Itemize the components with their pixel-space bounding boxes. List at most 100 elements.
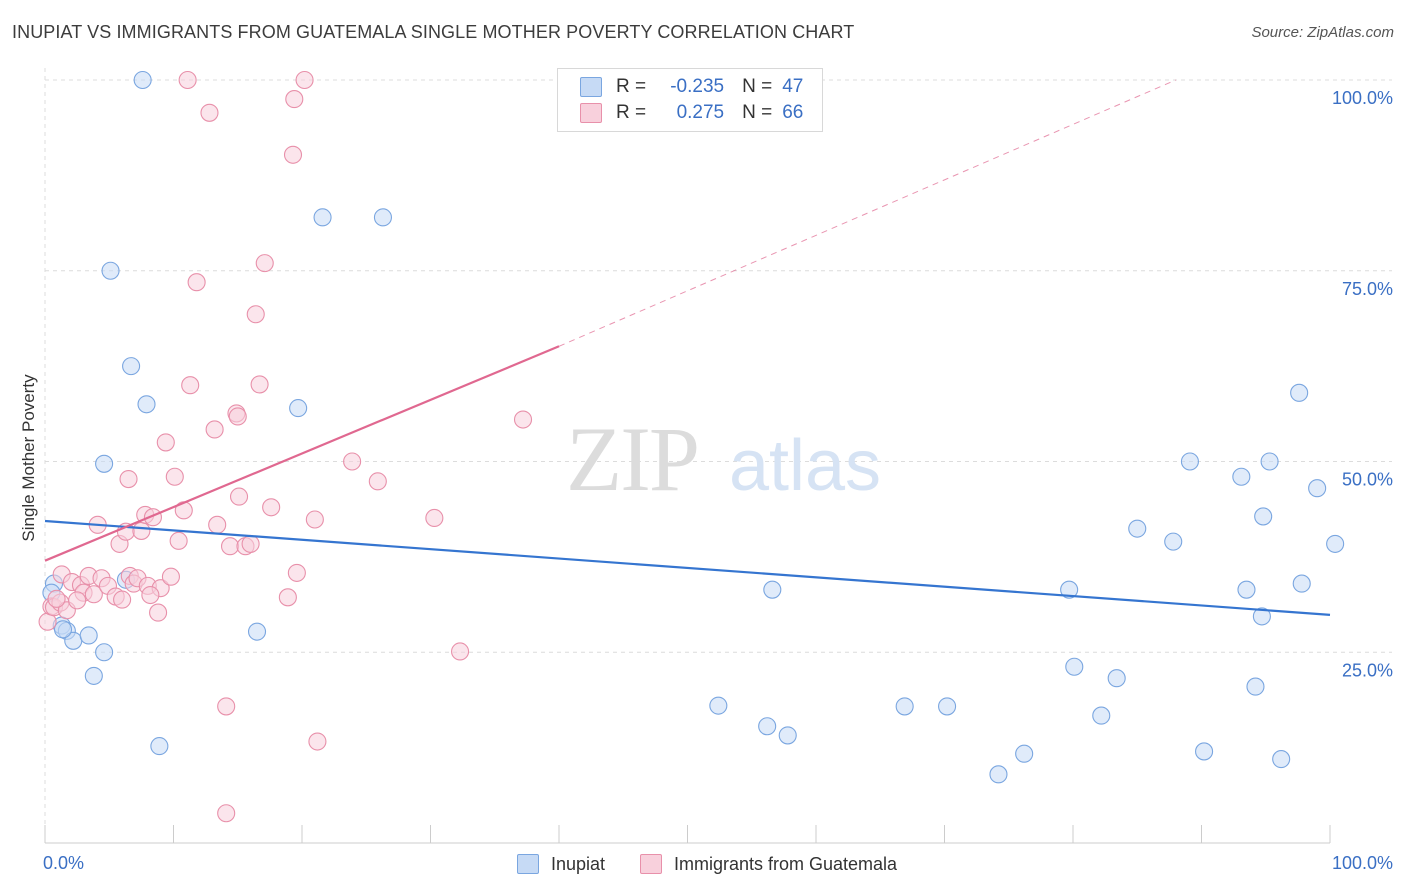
point-inupiat bbox=[53, 620, 73, 639]
point-guatemala bbox=[228, 407, 247, 426]
chart-title: INUPIAT VS IMMIGRANTS FROM GUATEMALA SIN… bbox=[12, 22, 855, 42]
point-inupiat bbox=[1237, 580, 1256, 599]
point-inupiat bbox=[84, 666, 103, 685]
point-inupiat bbox=[1232, 467, 1251, 486]
stats-legend: R = -0.235 N = 47 R = 0.275 N = 66 bbox=[557, 68, 823, 132]
watermark-atlas: atlas bbox=[729, 426, 881, 506]
legend-r-label: R = bbox=[616, 76, 647, 97]
point-inupiat bbox=[1180, 452, 1199, 471]
legend-row-inupiat: R = -0.235 N = 47 bbox=[580, 75, 803, 99]
point-inupiat bbox=[1128, 519, 1147, 538]
legend-r-label: R = bbox=[616, 102, 647, 123]
legend-n-value: 66 bbox=[782, 102, 804, 123]
point-guatemala bbox=[308, 732, 327, 751]
point-inupiat bbox=[150, 737, 169, 756]
point-inupiat bbox=[1254, 507, 1273, 526]
point-guatemala bbox=[156, 433, 175, 452]
watermark: ZIP atlas bbox=[566, 408, 881, 510]
bottom-legend-inupiat: Inupiat bbox=[517, 852, 605, 876]
point-guatemala bbox=[165, 467, 184, 486]
point-inupiat bbox=[1292, 574, 1311, 593]
point-inupiat bbox=[1092, 706, 1111, 725]
point-inupiat bbox=[137, 395, 156, 414]
legend-r-value: 0.275 bbox=[676, 102, 725, 123]
point-guatemala bbox=[451, 642, 470, 661]
trend-line-guatemala-extension bbox=[558, 79, 1176, 347]
point-inupiat bbox=[373, 208, 393, 227]
bottom-legend-label-inupiat: Inupiat bbox=[551, 853, 606, 874]
point-guatemala bbox=[205, 420, 224, 439]
bottom-legend-label-guatemala: Immigrants from Guatemala bbox=[674, 853, 898, 874]
point-inupiat bbox=[101, 261, 120, 280]
tick-labels: 25.0% 50.0% 75.0% 100.0% 0.0% 100.0% bbox=[43, 88, 1393, 873]
point-inupiat bbox=[247, 622, 267, 641]
point-guatemala bbox=[217, 804, 236, 823]
point-inupiat bbox=[1272, 750, 1291, 769]
point-inupiat bbox=[95, 643, 114, 662]
y-tick-label: 75.0% bbox=[1342, 279, 1393, 299]
point-inupiat bbox=[763, 580, 782, 599]
point-guatemala bbox=[208, 515, 227, 534]
legend-n-label: N = bbox=[742, 102, 773, 123]
point-guatemala bbox=[187, 273, 206, 292]
point-guatemala bbox=[255, 254, 274, 273]
legend-n-label: N = bbox=[742, 76, 773, 97]
x-tick-label: 0.0% bbox=[43, 853, 84, 873]
point-guatemala bbox=[178, 70, 197, 90]
point-inupiat bbox=[758, 717, 777, 736]
point-inupiat bbox=[1164, 532, 1183, 551]
point-inupiat bbox=[989, 765, 1008, 784]
bottom-legend-swatch-guatemala bbox=[640, 854, 662, 874]
point-inupiat bbox=[122, 357, 141, 376]
point-guatemala bbox=[343, 452, 362, 471]
point-guatemala bbox=[246, 305, 265, 324]
point-inupiat bbox=[1308, 479, 1327, 498]
point-guatemala bbox=[181, 376, 200, 395]
x-tick-label: 100.0% bbox=[1332, 853, 1393, 873]
point-guatemala bbox=[305, 510, 324, 529]
point-inupiat bbox=[79, 626, 98, 645]
point-inupiat bbox=[1107, 669, 1126, 688]
point-inupiat bbox=[1246, 677, 1265, 696]
point-inupiat bbox=[778, 726, 797, 745]
point-inupiat bbox=[95, 454, 114, 473]
point-inupiat bbox=[1060, 580, 1079, 599]
point-guatemala bbox=[513, 410, 533, 429]
point-inupiat bbox=[1015, 744, 1034, 763]
watermark-zip: ZIP bbox=[566, 408, 698, 510]
legend-r-value: -0.235 bbox=[670, 76, 725, 97]
bottom-legend-swatch-inupiat bbox=[517, 854, 539, 874]
point-inupiat bbox=[289, 399, 308, 418]
trend-lines bbox=[44, 79, 1331, 616]
point-inupiat bbox=[938, 697, 957, 716]
point-guatemala bbox=[229, 487, 249, 506]
point-guatemala bbox=[132, 521, 151, 540]
point-guatemala bbox=[84, 585, 103, 604]
y-tick-label: 50.0% bbox=[1342, 470, 1393, 490]
point-guatemala bbox=[141, 585, 160, 605]
chart-source: Source: ZipAtlas.com bbox=[1251, 24, 1394, 41]
y-axis-label: Single Mother Poverty bbox=[19, 374, 38, 542]
y-tick-label: 100.0% bbox=[1332, 88, 1393, 108]
point-guatemala bbox=[285, 90, 304, 109]
point-inupiat bbox=[1195, 742, 1214, 761]
point-guatemala bbox=[68, 591, 87, 610]
point-guatemala bbox=[241, 534, 260, 553]
point-inupiat bbox=[1260, 452, 1279, 471]
point-inupiat bbox=[313, 208, 332, 227]
point-guatemala bbox=[425, 508, 444, 528]
trend-line-inupiat bbox=[44, 519, 1331, 616]
point-inupiat bbox=[1290, 383, 1309, 402]
point-guatemala bbox=[200, 103, 219, 122]
point-inupiat bbox=[1252, 607, 1271, 626]
point-guatemala bbox=[161, 567, 180, 586]
legend-row-guatemala: R = 0.275 N = 66 bbox=[580, 101, 803, 125]
trend-line-guatemala bbox=[44, 345, 560, 562]
point-guatemala bbox=[287, 563, 306, 582]
y-tick-label: 25.0% bbox=[1342, 660, 1393, 680]
legend-n-value: 47 bbox=[782, 76, 804, 97]
point-guatemala bbox=[262, 498, 281, 517]
point-guatemala bbox=[250, 375, 269, 394]
point-guatemala bbox=[47, 589, 66, 608]
